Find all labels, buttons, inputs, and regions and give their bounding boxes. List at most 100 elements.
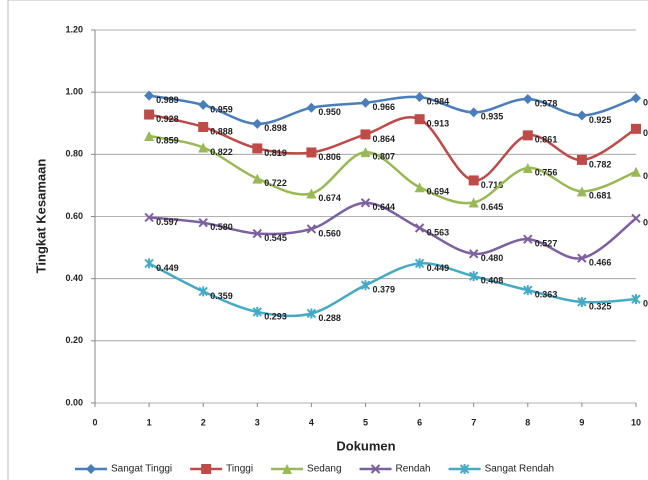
data-label: 0.782 [589, 159, 612, 169]
marker [468, 249, 479, 259]
marker [576, 154, 587, 165]
data-label: 0.959 [210, 104, 233, 114]
marker [631, 294, 641, 305]
data-label: 0.480 [481, 253, 504, 263]
marker [198, 99, 209, 110]
marker [306, 147, 317, 158]
data-label: 0.545 [264, 233, 287, 243]
marker [468, 175, 479, 186]
marker [144, 130, 155, 141]
data-label: 0.822 [210, 147, 233, 157]
marker [198, 218, 208, 228]
data-label: 0.928 [156, 114, 179, 124]
marker [282, 464, 293, 474]
x-tick-label: 2 [201, 417, 206, 427]
data-label: 0.864 [373, 134, 396, 144]
data-label: 0.563 [427, 227, 450, 237]
data-label: 0.59 [643, 218, 648, 228]
data-label: 0.560 [318, 228, 341, 238]
marker [306, 308, 317, 319]
series-line [148, 113, 637, 182]
marker [631, 213, 641, 224]
marker [360, 97, 371, 108]
marker [306, 102, 317, 113]
y-tick-label: 0.80 [65, 149, 83, 159]
x-axis-title: Dokumen [336, 438, 395, 453]
legend-label: Rendah [396, 464, 431, 475]
marker [201, 464, 212, 474]
x-tick-label: 7 [471, 417, 476, 427]
data-label: 0.898 [264, 123, 287, 133]
marker [198, 286, 208, 297]
marker [576, 186, 587, 197]
data-label: 0.888 [210, 126, 233, 136]
marker [144, 90, 155, 101]
series-line [148, 134, 637, 205]
x-tick-label: 1 [147, 417, 152, 427]
data-label: 0.580 [210, 222, 233, 232]
data-label: 0.984 [427, 97, 450, 107]
marker [360, 280, 371, 291]
series-line [148, 94, 637, 126]
x-tick-label: 0 [92, 417, 97, 427]
marker [631, 166, 641, 177]
x-tick-label: 5 [363, 417, 368, 427]
data-label: 0.819 [264, 148, 287, 158]
x-tick-label: 3 [255, 417, 260, 427]
marker [306, 188, 317, 199]
data-label: 0.694 [427, 187, 450, 197]
series-line [148, 201, 637, 260]
data-label: 0.288 [318, 313, 341, 323]
marker [370, 464, 381, 474]
x-tick-label: 8 [525, 417, 530, 427]
data-label: 0.363 [535, 290, 558, 300]
y-tick-label: 0.00 [65, 397, 83, 407]
data-label: 0.935 [481, 112, 504, 122]
x-tick-label: 10 [631, 417, 641, 427]
x-tick-label: 6 [417, 417, 422, 427]
data-label: 0.74 [643, 171, 648, 181]
y-tick-label: 0.20 [65, 335, 83, 345]
marker [414, 258, 425, 269]
marker [577, 253, 587, 263]
x-tick-label: 9 [579, 417, 584, 427]
data-label: 0.466 [589, 258, 612, 268]
data-label: 0.293 [264, 311, 287, 321]
marker [414, 223, 425, 233]
data-label: 0.861 [535, 135, 558, 145]
y-tick-label: 0.40 [65, 273, 83, 283]
data-label: 0.325 [589, 301, 612, 311]
data-label: 0.913 [427, 119, 450, 129]
marker [144, 258, 154, 269]
legend-label: Sangat Tinggi [111, 464, 172, 475]
marker [414, 182, 425, 193]
data-label: 0.722 [264, 178, 287, 188]
marker [252, 143, 263, 154]
marker [360, 129, 371, 140]
marker [144, 109, 155, 120]
data-label: 0.359 [210, 291, 233, 301]
data-label: 0.756 [535, 167, 558, 177]
marker [522, 130, 533, 141]
data-label: 0.33 [643, 299, 648, 309]
marker [86, 464, 96, 474]
marker [468, 197, 479, 208]
marker [360, 147, 371, 158]
marker [522, 94, 533, 105]
data-label: 0.950 [318, 107, 341, 117]
marker [198, 121, 209, 132]
marker [523, 285, 533, 296]
marker [252, 173, 263, 184]
marker [522, 163, 533, 174]
data-label: 0.807 [373, 152, 396, 162]
data-label: 0.527 [535, 239, 558, 249]
marker [576, 110, 587, 121]
marker [306, 224, 317, 234]
marker [459, 464, 470, 474]
data-label: 0.597 [156, 217, 179, 227]
data-label: 0.674 [318, 193, 341, 203]
marker [414, 114, 425, 125]
legend-label: Tinggi [226, 464, 253, 475]
